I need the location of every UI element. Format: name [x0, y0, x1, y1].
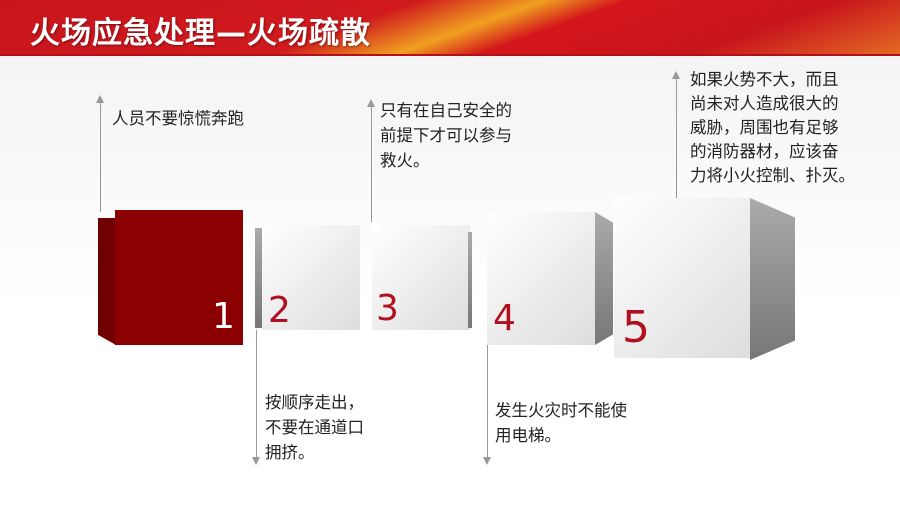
step-number: 1: [212, 296, 235, 337]
text-line: 发生火灾时不能使: [495, 401, 627, 420]
text-line: 拥挤。: [265, 443, 315, 462]
arrow-step-1: [96, 95, 104, 212]
step-number: 3: [376, 288, 399, 329]
step-number: 5: [622, 302, 650, 353]
text-line: 力将小火控制、扑灭。: [690, 166, 855, 185]
text-line: 只有在自己安全的: [380, 101, 512, 120]
arrow-step-3: [367, 99, 375, 222]
arrow-step-5: [672, 71, 680, 200]
text-line: 不要在通道口: [265, 418, 364, 437]
text-line: 前提下才可以参与: [380, 126, 512, 145]
step-3-text: 只有在自己安全的 前提下才可以参与 救火。: [380, 98, 512, 173]
text-line: 的消防器材，应该奋: [690, 142, 839, 161]
arrow-step-2: [252, 330, 260, 465]
text-line: 人员不要惊慌奔跑: [112, 109, 244, 128]
step-2-text: 按顺序走出， 不要在通道口 拥挤。: [265, 390, 364, 465]
title-banner: 火场应急处理—火场疏散: [0, 0, 900, 56]
slide-title: 火场应急处理—火场疏散: [30, 16, 371, 51]
text-line: 救火。: [380, 151, 430, 170]
step-number: 2: [268, 290, 291, 331]
text-line: 威胁，周围也有足够: [690, 118, 839, 137]
text-line: 如果火势不大，而且: [690, 70, 839, 89]
step-4-text: 发生火灾时不能使 用电梯。: [495, 398, 627, 448]
step-number: 4: [493, 298, 516, 339]
step-5-text: 如果火势不大，而且 尚未对人造成很大的 威胁，周围也有足够 的消防器材，应该奋 …: [690, 68, 855, 188]
arrow-step-4: [483, 345, 491, 465]
text-line: 尚未对人造成很大的: [690, 94, 839, 113]
step-1-text: 人员不要惊慌奔跑: [112, 106, 244, 131]
text-line: 按顺序走出，: [265, 393, 364, 412]
text-line: 用电梯。: [495, 426, 561, 445]
